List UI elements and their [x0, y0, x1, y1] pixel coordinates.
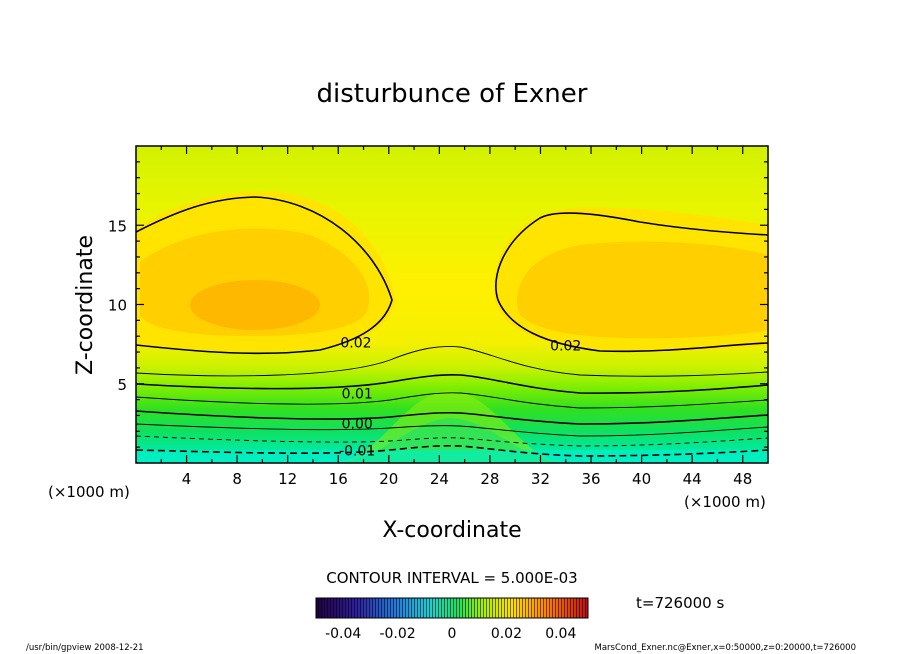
contour-label: -0.01: [339, 443, 375, 459]
x-tick-label: 24: [430, 470, 449, 488]
contour-label: 0.01: [342, 386, 373, 402]
colorbar-tick-label: -0.04: [325, 626, 361, 642]
contour-interval: CONTOUR INTERVAL = 5.000E-03: [326, 569, 577, 587]
contour-label: 0.02: [340, 336, 371, 352]
x-tick-label: 32: [531, 470, 550, 488]
x-unit-right: (×1000 m): [684, 493, 766, 511]
x-tick-label-group: 4 8 12 16 20 24 28 32 36 40 44 48: [182, 470, 752, 488]
colorbar-tick-label: 0: [448, 626, 457, 642]
field-band-orange-core-left: [190, 280, 320, 330]
colorbar-tick-label: 0.04: [545, 626, 576, 642]
contour-line: [136, 423, 768, 437]
colorbar-tick-label: -0.02: [379, 626, 415, 642]
contour-labels: 0.02 0.02 0.01 0.00 -0.01: [339, 336, 581, 460]
x-tick-label: 12: [278, 470, 297, 488]
colorbar: -0.04 -0.02 0 0.02 0.04: [315, 597, 589, 642]
chart-title: disturbunce of Exner: [317, 79, 588, 109]
colorbar-tick-labels: -0.04 -0.02 0 0.02 0.04: [325, 626, 576, 642]
time-label: t=726000 s: [636, 594, 724, 612]
contour-line: [136, 374, 768, 394]
axis-ticks: [136, 146, 768, 463]
y-tick-label: 5: [117, 376, 127, 394]
colorbar-frame: [315, 597, 589, 619]
contour-line: [136, 444, 768, 457]
contour-line: [136, 392, 768, 409]
x-tick-label: 36: [581, 470, 600, 488]
x-tick-label: 48: [733, 470, 752, 488]
colorbar-stripes: [316, 598, 588, 618]
plot-area: 0.02 0.02 0.01 0.00 -0.01: [135, 145, 769, 464]
y-tick-label-group: 5 10 15: [108, 217, 127, 394]
contour-lines: [136, 196, 768, 457]
contour-line: [136, 410, 768, 425]
x-tick-label: 44: [683, 470, 702, 488]
x-tick-label: 8: [232, 470, 242, 488]
field-band-orange-right: [517, 241, 768, 339]
x-tick-label: 4: [182, 470, 192, 488]
x-unit-left: (×1000 m): [48, 483, 130, 501]
y-tick-label: 15: [108, 217, 127, 235]
y-axis-label: Z-coordinate: [73, 235, 98, 375]
x-tick-label: 28: [480, 470, 499, 488]
x-tick-label: 20: [379, 470, 398, 488]
x-axis-label: X-coordinate: [382, 518, 521, 543]
x-tick-label: 16: [329, 470, 348, 488]
colorbar-tick-label: 0.02: [491, 626, 522, 642]
contour-line: [136, 196, 393, 355]
footer-right: MarsCond_Exner.nc@Exner,x=0:50000,z=0:20…: [594, 643, 856, 653]
x-tick-label: 40: [632, 470, 651, 488]
y-tick-label: 10: [108, 297, 127, 315]
contour-line: [136, 346, 768, 377]
contour-line: [495, 212, 768, 353]
footer-left: /usr/bin/gpview 2008-12-21: [26, 643, 144, 653]
contour-line: [136, 435, 768, 447]
contour-label: 0.00: [342, 416, 373, 432]
contour-label: 0.02: [550, 339, 581, 355]
